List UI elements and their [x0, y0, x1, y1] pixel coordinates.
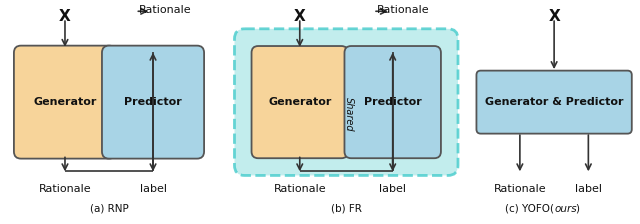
Text: Generator: Generator — [268, 97, 332, 107]
FancyBboxPatch shape — [344, 46, 441, 158]
Text: label: label — [575, 184, 602, 194]
Text: X: X — [548, 9, 560, 24]
FancyBboxPatch shape — [476, 71, 632, 134]
Text: Generator: Generator — [33, 97, 97, 107]
Text: Rationale: Rationale — [38, 184, 92, 194]
FancyBboxPatch shape — [102, 46, 204, 159]
Text: (c) YOFO(: (c) YOFO( — [505, 204, 554, 214]
Text: Rationale: Rationale — [493, 184, 546, 194]
Text: Generator & Predictor: Generator & Predictor — [485, 97, 623, 107]
Text: X: X — [294, 9, 306, 24]
Text: label: label — [379, 184, 406, 194]
Text: Predictor: Predictor — [364, 97, 422, 107]
Text: Predictor: Predictor — [124, 97, 182, 107]
FancyBboxPatch shape — [252, 46, 348, 158]
Text: Rationale: Rationale — [273, 184, 326, 194]
FancyBboxPatch shape — [14, 46, 116, 159]
Text: Rationale: Rationale — [377, 5, 429, 15]
Text: ): ) — [575, 204, 580, 214]
Text: ours: ours — [554, 204, 577, 214]
Text: X: X — [59, 9, 71, 24]
Text: (b) FR: (b) FR — [331, 204, 362, 214]
Text: Shared: Shared — [344, 97, 354, 131]
Text: label: label — [140, 184, 166, 194]
Text: (a) RNP: (a) RNP — [90, 204, 129, 214]
FancyBboxPatch shape — [234, 29, 458, 175]
Text: Rationale: Rationale — [140, 5, 192, 15]
